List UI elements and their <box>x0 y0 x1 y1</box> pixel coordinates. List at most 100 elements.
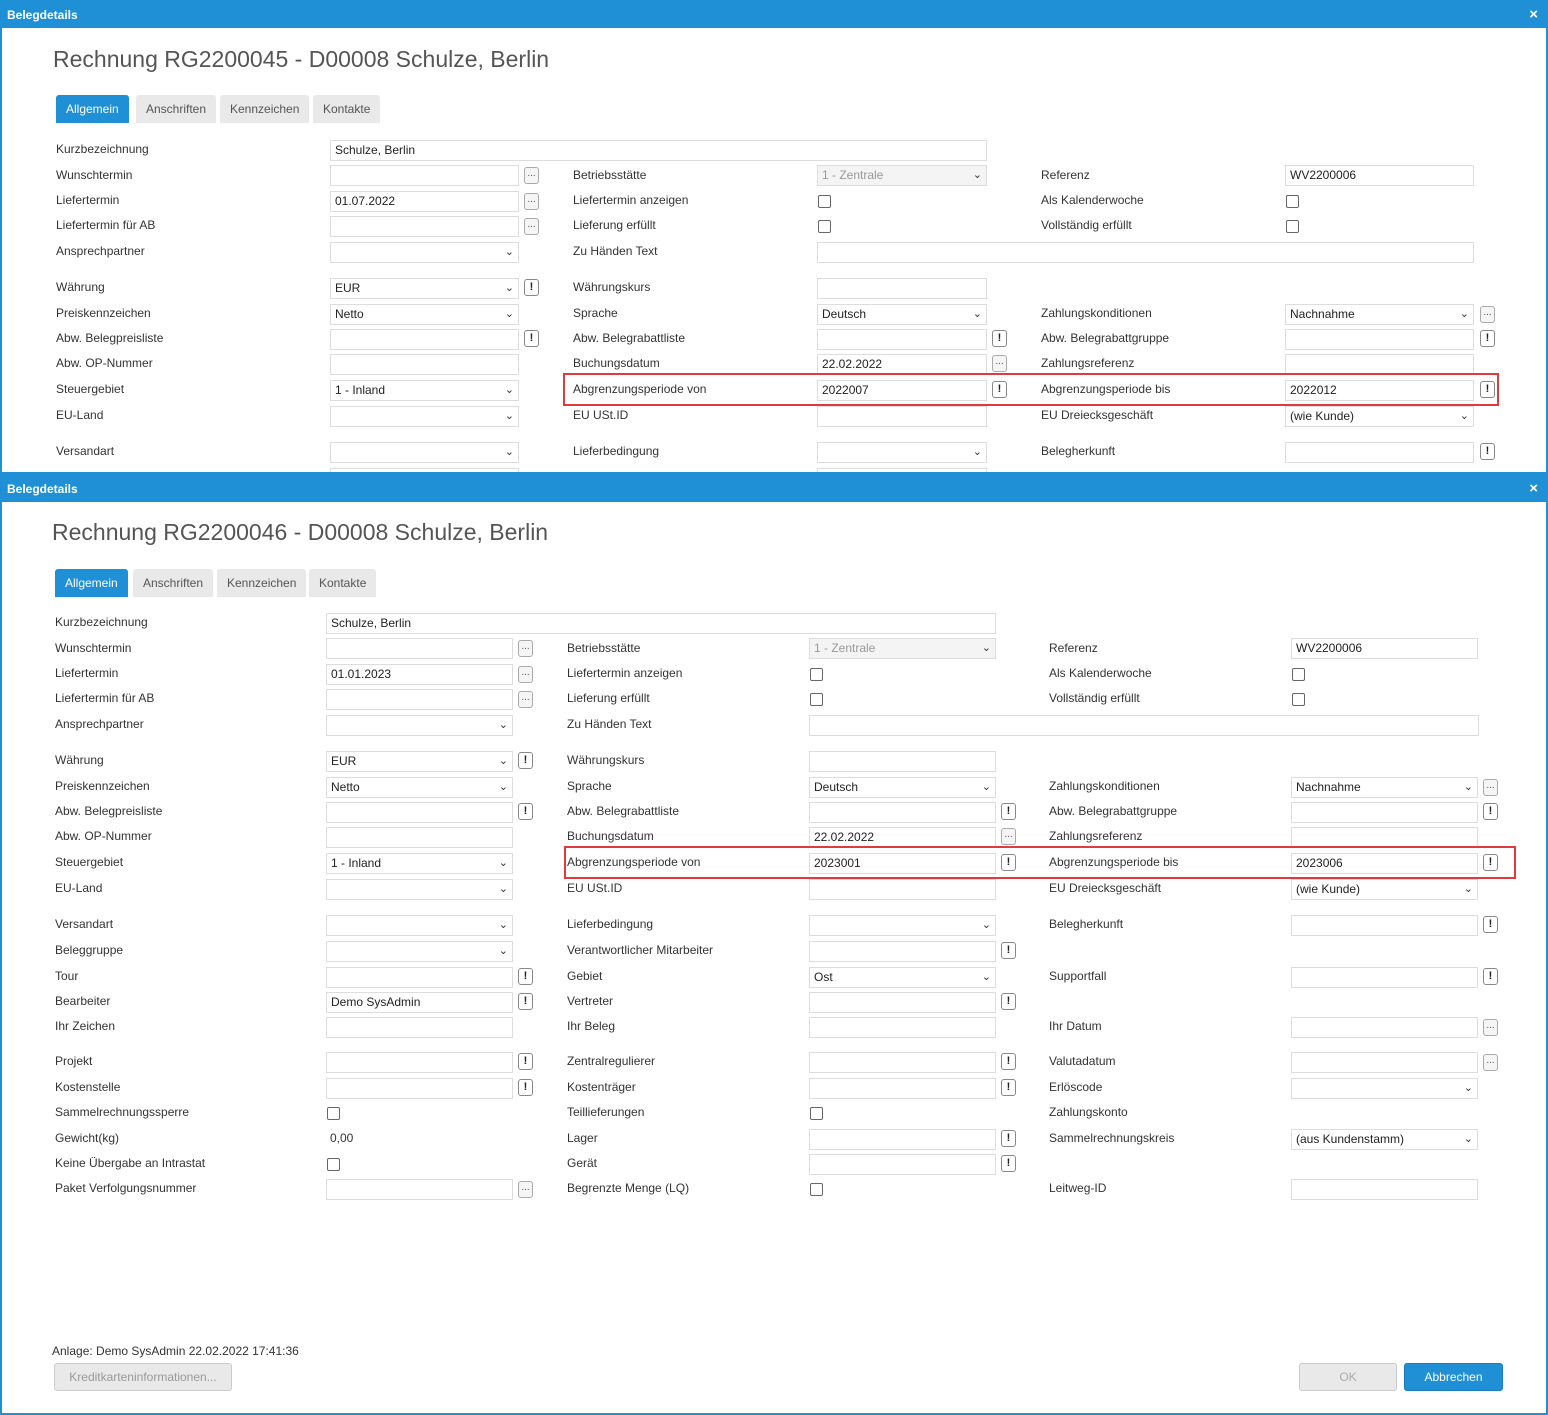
tab-kennzeichen[interactable]: Kennzeichen <box>220 95 310 123</box>
vertreter-input[interactable] <box>809 992 996 1013</box>
kurzbezeichnung-input[interactable]: Schulze, Berlin <box>326 613 996 634</box>
steuergebiet-select[interactable]: 1 - Inland ⌄ <box>326 853 513 874</box>
exclamation-button[interactable]: ! <box>524 279 539 296</box>
ellipsis-button[interactable]: ... <box>524 193 539 210</box>
lager-input[interactable] <box>809 1129 996 1150</box>
exclamation-button[interactable]: ! <box>518 1053 533 1070</box>
kurzbezeichnung-input[interactable]: Schulze, Berlin <box>330 140 987 161</box>
supportfall-input[interactable] <box>1291 967 1478 988</box>
waehrungskurs-input[interactable] <box>809 751 996 772</box>
ellipsis-button[interactable]: ... <box>518 1181 533 1198</box>
close-icon[interactable]: × <box>1529 480 1538 497</box>
exclamation-button[interactable]: ! <box>1483 803 1498 820</box>
sprache-select[interactable]: Deutsch ⌄ <box>817 304 987 325</box>
betriebsstaette-select[interactable]: 1 - Zentrale ⌄ <box>809 638 996 659</box>
paket-input[interactable] <box>326 1179 513 1200</box>
beleggruppe-select[interactable] <box>330 468 519 472</box>
zu-haenden-input[interactable] <box>809 715 1479 736</box>
liefertermin-input[interactable]: 01.01.2023 <box>326 664 513 685</box>
exclamation-button[interactable]: ! <box>992 330 1007 347</box>
buchungsdatum-input[interactable]: 22.02.2022 <box>817 354 987 375</box>
bearbeiter-input[interactable]: Demo SysAdmin <box>326 992 513 1013</box>
ellipsis-button[interactable]: ... <box>518 691 533 708</box>
close-icon[interactable]: × <box>1529 6 1538 23</box>
wunschtermin-input[interactable] <box>326 638 513 659</box>
abw-belegrabattliste-input[interactable] <box>817 329 987 350</box>
tab-kontakte[interactable]: Kontakte <box>309 569 377 597</box>
waehrungskurs-input[interactable] <box>817 278 987 299</box>
sammelrechnungssperre-checkbox[interactable] <box>327 1107 340 1120</box>
beleggruppe-select[interactable]: ⌄ <box>326 941 513 962</box>
exclamation-button[interactable]: ! <box>524 330 539 347</box>
exclamation-button[interactable]: ! <box>1001 1130 1016 1147</box>
vollstaendig-erfuellt-checkbox[interactable] <box>1286 220 1299 233</box>
kostentraeger-input[interactable] <box>809 1078 996 1099</box>
tab-kennzeichen[interactable]: Kennzeichen <box>217 569 307 597</box>
sprache-select[interactable]: Deutsch ⌄ <box>809 777 996 798</box>
zahlungskonditionen-select[interactable]: Nachnahme ⌄ <box>1285 304 1474 325</box>
eu-ustid-input[interactable] <box>809 879 996 900</box>
belegherkunft-input[interactable] <box>1291 915 1478 936</box>
exclamation-button[interactable]: ! <box>518 1079 533 1096</box>
buchungsdatum-input[interactable]: 22.02.2022 <box>809 827 996 848</box>
verantwortlicher-input[interactable] <box>809 941 996 962</box>
ellipsis-button[interactable]: ... <box>518 640 533 657</box>
zu-haenden-input[interactable] <box>817 242 1474 263</box>
verantwortlicher-input[interactable] <box>817 468 987 472</box>
abw-op-nummer-input[interactable] <box>326 827 513 848</box>
tab-anschriften[interactable]: Anschriften <box>133 569 214 597</box>
exclamation-button[interactable]: ! <box>992 381 1007 398</box>
belegherkunft-input[interactable] <box>1285 442 1474 463</box>
exclamation-button[interactable]: ! <box>1001 1155 1016 1172</box>
steuergebiet-select[interactable]: 1 - Inland ⌄ <box>330 380 519 401</box>
exclamation-button[interactable]: ! <box>1001 993 1016 1010</box>
betriebsstaette-select[interactable]: 1 - Zentrale ⌄ <box>817 165 987 186</box>
lieferung-erfuellt-checkbox[interactable] <box>810 693 823 706</box>
vollstaendig-erfuellt-checkbox[interactable] <box>1292 693 1305 706</box>
ellipsis-button[interactable]: ... <box>524 218 539 235</box>
exclamation-button[interactable]: ! <box>1001 1053 1016 1070</box>
tab-kontakte[interactable]: Kontakte <box>313 95 381 123</box>
referenz-input[interactable]: WV2200006 <box>1291 638 1478 659</box>
ellipsis-button[interactable]: ... <box>1480 306 1495 323</box>
exclamation-button[interactable]: ! <box>1483 916 1498 933</box>
liefertermin-anzeigen-checkbox[interactable] <box>810 668 823 681</box>
zentralregulierer-input[interactable] <box>809 1052 996 1073</box>
begrenzte-menge-checkbox[interactable] <box>810 1183 823 1196</box>
lieferung-erfuellt-checkbox[interactable] <box>818 220 831 233</box>
ellipsis-button[interactable]: ... <box>1001 828 1016 845</box>
ansprechpartner-select[interactable]: ⌄ <box>326 715 513 736</box>
exclamation-button[interactable]: ! <box>518 993 533 1010</box>
als-kalenderwoche-checkbox[interactable] <box>1286 195 1299 208</box>
ellipsis-button[interactable]: ... <box>518 666 533 683</box>
referenz-input[interactable]: WV2200006 <box>1285 165 1474 186</box>
abw-belegrabattliste-input[interactable] <box>809 802 996 823</box>
exclamation-button[interactable]: ! <box>1001 803 1016 820</box>
waehrung-select[interactable]: EUR ⌄ <box>326 751 513 772</box>
abbrechen-button[interactable]: Abbrechen <box>1404 1363 1503 1391</box>
sammelrechnungskreis-select[interactable]: (aus Kundenstamm) ⌄ <box>1291 1129 1478 1150</box>
liefertermin-anzeigen-checkbox[interactable] <box>818 195 831 208</box>
eu-ustid-input[interactable] <box>817 406 987 427</box>
eu-dreiecksgeschaeft-select[interactable]: (wie Kunde) ⌄ <box>1285 406 1474 427</box>
exclamation-button[interactable]: ! <box>1483 854 1498 871</box>
valutadatum-input[interactable] <box>1291 1052 1478 1073</box>
ellipsis-button[interactable]: ... <box>1483 779 1498 796</box>
exclamation-button[interactable]: ! <box>1001 942 1016 959</box>
eu-land-select[interactable]: ⌄ <box>330 406 519 427</box>
abw-belegpreisliste-input[interactable] <box>326 802 513 823</box>
zahlungsreferenz-input[interactable] <box>1285 354 1474 375</box>
ok-button[interactable]: OK <box>1299 1363 1397 1391</box>
waehrung-select[interactable]: EUR ⌄ <box>330 278 519 299</box>
tour-input[interactable] <box>326 967 513 988</box>
teillieferungen-checkbox[interactable] <box>810 1107 823 1120</box>
leitweg-id-input[interactable] <box>1291 1179 1478 1200</box>
abw-belegrabattgruppe-input[interactable] <box>1291 802 1478 823</box>
kreditkarten-button[interactable]: Kreditkarteninformationen... <box>54 1363 232 1391</box>
lieferbedingung-select[interactable]: ⌄ <box>809 915 996 936</box>
liefertermin-ab-input[interactable] <box>326 689 513 710</box>
ellipsis-button[interactable]: ... <box>992 355 1007 372</box>
preiskennzeichen-select[interactable]: Netto ⌄ <box>330 304 519 325</box>
ihr-zeichen-input[interactable] <box>326 1017 513 1038</box>
lieferbedingung-select[interactable]: ⌄ <box>817 442 987 463</box>
